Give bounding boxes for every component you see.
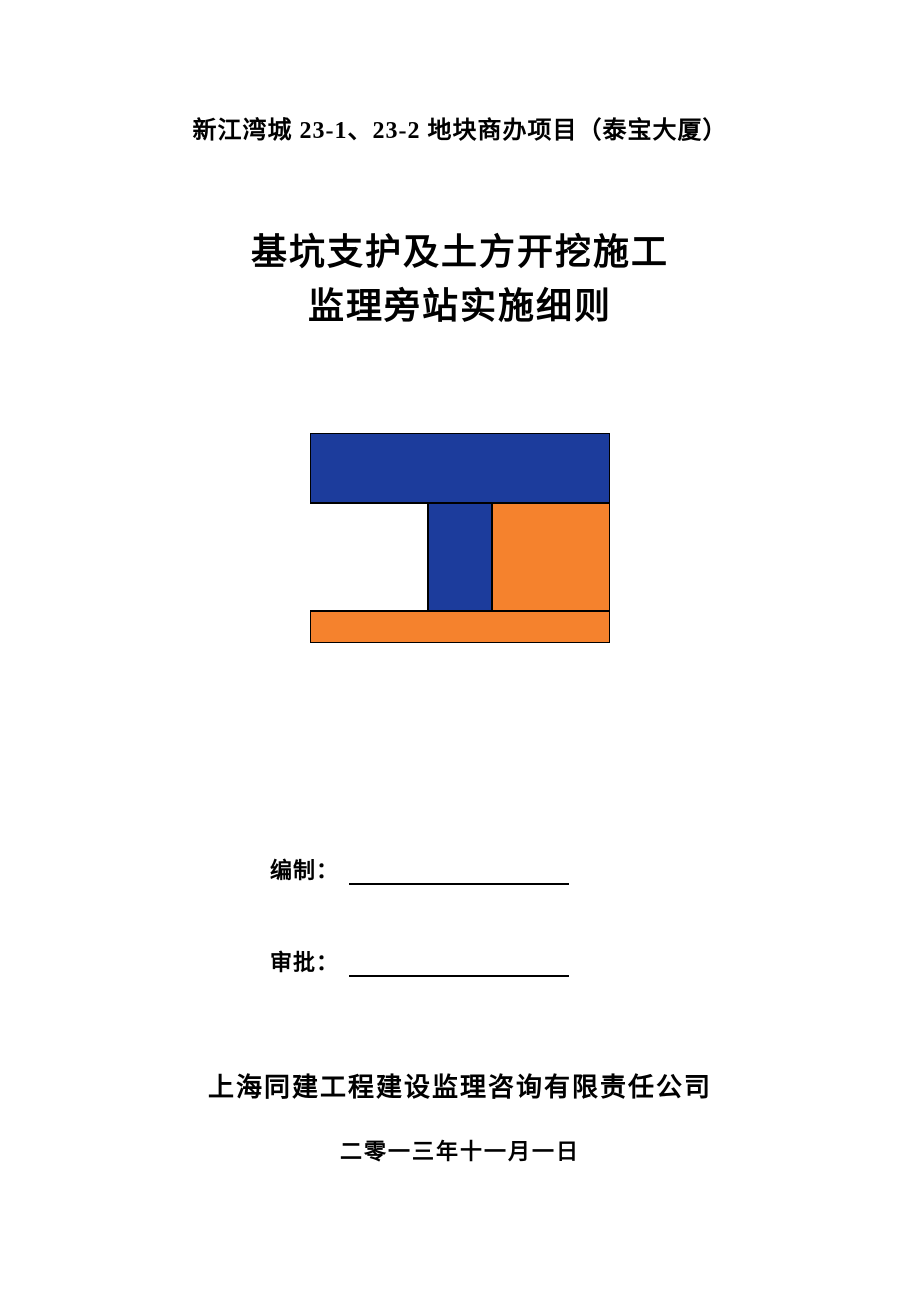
main-title-line2: 监理旁站实施细则 bbox=[251, 279, 669, 333]
main-title-line1: 基坑支护及土方开挖施工 bbox=[251, 225, 669, 279]
logo-orange-right bbox=[492, 503, 610, 643]
approved-by-line bbox=[349, 975, 569, 977]
project-title: 新江湾城 23-1、23-2 地块商办项目（泰宝大厦） bbox=[193, 110, 728, 145]
company-name: 上海同建工程建设监理咨询有限责任公司 bbox=[208, 1067, 712, 1104]
approved-by-section: 审批： bbox=[270, 945, 569, 977]
document-date: 二零一三年十一月一日 bbox=[340, 1134, 580, 1166]
prepared-by-label: 编制： bbox=[270, 853, 339, 885]
logo-svg bbox=[310, 433, 610, 643]
prepared-by-section: 编制： bbox=[270, 853, 569, 885]
company-logo bbox=[310, 433, 610, 643]
prepared-by-line bbox=[349, 883, 569, 885]
main-title: 基坑支护及土方开挖施工 监理旁站实施细则 bbox=[251, 225, 669, 333]
document-page: 新江湾城 23-1、23-2 地块商办项目（泰宝大厦） 基坑支护及土方开挖施工 … bbox=[0, 0, 920, 1302]
logo-blue-stem bbox=[428, 503, 492, 611]
logo-blue-top bbox=[310, 433, 610, 503]
logo-white-cutout bbox=[312, 505, 428, 611]
approved-by-label: 审批： bbox=[270, 945, 339, 977]
